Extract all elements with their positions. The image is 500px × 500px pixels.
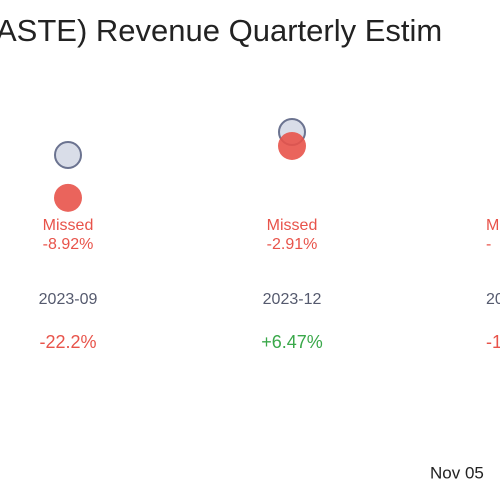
quarter-label: 2023-12 — [263, 291, 322, 308]
surprise-value: -8.92% — [43, 236, 94, 253]
yoy-change: -22.2% — [39, 332, 96, 352]
actual-dot — [278, 131, 306, 160]
chart-title: ASTE) Revenue Quarterly Estim — [0, 13, 442, 48]
yoy-change: +6.47% — [261, 332, 323, 352]
actual-dot — [54, 183, 82, 212]
footer-date: Nov 05 — [430, 463, 484, 482]
surprise-status: Missed — [43, 217, 94, 234]
surprise-status: Mi — [486, 217, 500, 234]
yoy-change: -1 — [486, 332, 500, 352]
surprise-status: Missed — [267, 217, 318, 234]
estimate-dot — [54, 141, 82, 169]
surprise-value: - — [486, 236, 491, 253]
quarter-label: 20 — [486, 291, 500, 308]
surprise-value: -2.91% — [267, 236, 318, 253]
quarter-label: 2023-09 — [39, 291, 98, 308]
